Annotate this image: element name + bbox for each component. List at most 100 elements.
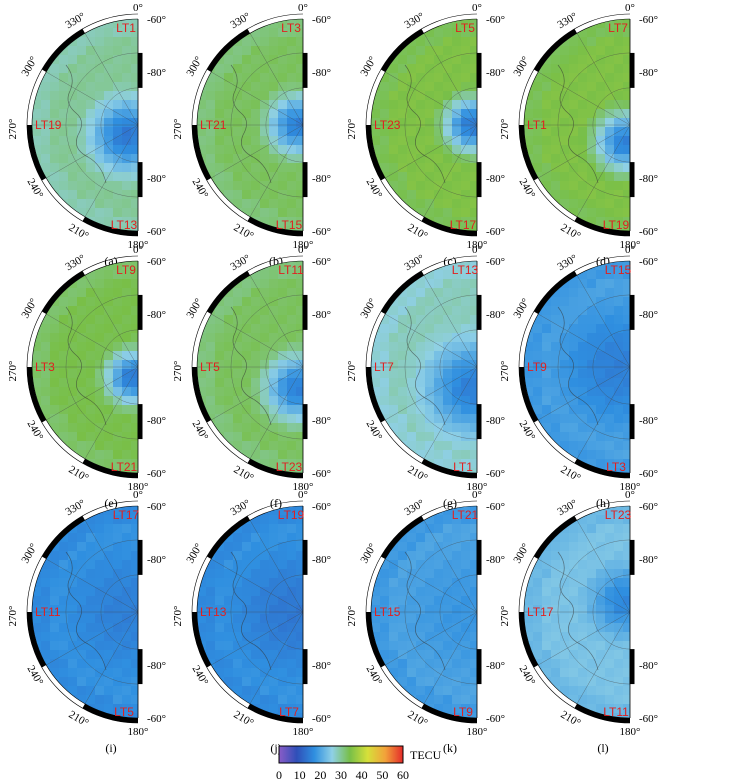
rim-segment [27,611,47,668]
panel-label: (f) [270,496,282,510]
latitude-tick-label: -80° [639,67,658,79]
colorbar-tick-label: 10 [294,768,306,782]
rim-segment [380,270,425,315]
longitude-tick-label: 210° [558,709,582,730]
latitude-tick-label: -80° [486,660,505,672]
longitude-tick-label: 180° [128,726,149,738]
longitude-tick-label: 270° [7,606,19,627]
longitude-tick-label: 210° [405,464,429,485]
lt-label-top: LT3 [281,21,301,35]
colorbar-unit-label: TECU [410,748,442,762]
lt-label-top: LT13 [452,263,479,277]
longitude-tick-label: 180° [293,481,314,493]
rim-segment [421,703,478,723]
panel-label: (l) [597,741,608,755]
rim-segment [82,216,139,236]
latitude-tick-label: -60° [639,713,658,725]
lt-label-left: LT9 [527,360,547,374]
lt-label-bottom: LT21 [111,460,138,474]
latitude-tick-label: -60° [147,468,166,480]
lt-label-bottom: LT9 [453,705,473,719]
latitude-tick-label: -60° [486,256,505,268]
lt-label-bottom: LT13 [111,218,138,232]
latitude-tick-label: -80° [486,415,505,427]
rim-segment [366,611,386,668]
rim-segment [533,270,578,315]
latitude-tick-label: -60° [312,256,331,268]
longitude-tick-label: 180° [293,239,314,251]
longitude-tick-label: 300° [184,541,205,565]
rim-segment [192,366,212,423]
latitude-tick-label: -80° [312,660,331,672]
rim-segment [421,458,478,478]
rim-segment [380,515,425,560]
rim-segment [82,458,139,478]
panel-k: 0°330°300°270°240°210°180°-60°-80°-80°-6… [346,489,505,755]
longitude-tick-label: 180° [620,726,641,738]
lt-label-left: LT13 [200,605,227,619]
panel-label: (h) [596,496,610,510]
longitude-tick-label: 270° [499,606,511,627]
rim-segment [206,28,251,73]
rim-segment [533,515,578,560]
longitude-tick-label: 300° [511,541,532,565]
latitude-tick-label: -60° [147,501,166,513]
longitude-tick-label: 0° [625,2,635,14]
latitude-tick-label: -80° [639,173,658,185]
latitude-tick-label: -60° [312,501,331,513]
latitude-tick-label: -80° [486,554,505,566]
longitude-tick-label: 0° [298,489,308,501]
longitude-tick-label: 300° [19,541,40,565]
lt-label-bottom: LT1 [453,460,473,474]
latitude-tick-label: -60° [639,14,658,26]
latitude-tick-label: -80° [639,415,658,427]
lt-label-bottom: LT19 [603,218,630,232]
latitude-tick-label: -60° [486,14,505,26]
lt-label-bottom: LT3 [606,460,626,474]
longitude-tick-label: 180° [620,239,641,251]
latitude-tick-label: -60° [639,501,658,513]
longitude-tick-label: 180° [467,481,488,493]
longitude-tick-label: 0° [625,244,635,256]
lt-label-left: LT1 [527,118,547,132]
latitude-tick-label: -80° [312,554,331,566]
lt-label-bottom: LT15 [276,218,303,232]
rim-segment [421,216,478,236]
panel-label: (e) [104,496,117,510]
rim-segment [41,28,86,73]
panel-b: 0°330°300°270°240°210°180°-60°-80°-80°-6… [172,2,331,268]
longitude-tick-label: 300° [358,296,379,320]
panel-h: 0°330°300°270°240°210°180°-60°-80°-80°-6… [499,244,658,510]
rim-segment [247,216,304,236]
panel-e: 0°330°300°270°240°210°180°-60°-80°-80°-6… [7,244,166,510]
latitude-tick-label: -60° [486,226,505,238]
graticule [371,275,477,459]
lt-label-left: LT21 [200,118,227,132]
longitude-tick-label: 300° [19,296,40,320]
panel-label: (g) [443,496,457,510]
latitude-tick-label: -80° [486,173,505,185]
longitude-tick-label: 0° [133,489,143,501]
rim-segment [519,611,539,668]
longitude-tick-label: 0° [298,2,308,14]
tec-heatmap [197,506,303,718]
colorbar-ticks: 0 10 20 30 40 50 60 [276,768,409,782]
latitude-tick-label: -80° [639,309,658,321]
panel-g: 0°330°300°270°240°210°180°-60°-80°-80°-6… [346,244,505,510]
lt-label-top: LT19 [278,508,305,522]
lt-label-left: LT15 [374,605,401,619]
panel-c: 0°330°300°270°240°210°180°-60°-80°-80°-6… [346,2,505,268]
latitude-tick-label: -80° [147,173,166,185]
rim-segment [574,703,631,723]
lt-label-left: LT17 [527,605,554,619]
colorbar-tick-label: 0 [276,768,282,782]
latitude-tick-label: -60° [312,226,331,238]
rim-segment [206,515,251,560]
latitude-tick-label: -60° [147,14,166,26]
panel-a: 0°330°300°270°240°210°180°-60°-80°-80°-6… [7,2,166,268]
colorbar-tick-label: 50 [376,768,388,782]
longitude-tick-label: 270° [172,361,184,382]
colorbar: TECU 0 10 20 30 40 50 60 [276,745,442,782]
longitude-tick-label: 210° [558,222,582,243]
rim-segment [41,515,86,560]
